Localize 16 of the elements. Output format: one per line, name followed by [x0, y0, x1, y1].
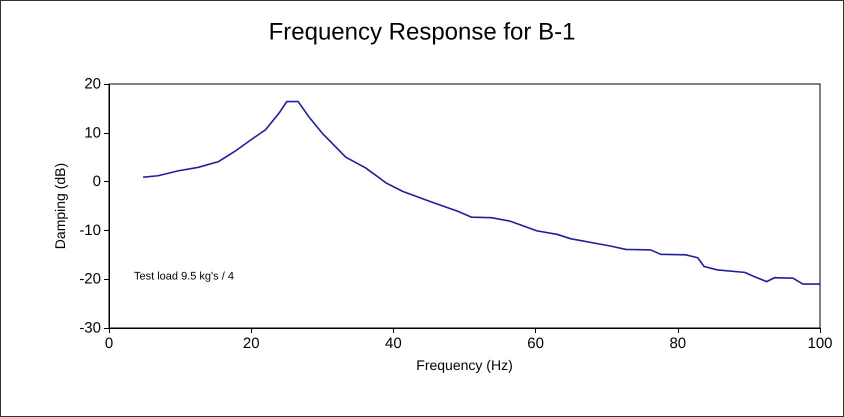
y-tick-label: 20 — [84, 76, 101, 92]
annotation: Test load 9.5 kg's / 4 — [134, 270, 234, 282]
y-tick-label: 10 — [84, 124, 101, 142]
y-tick-label: 0 — [92, 173, 101, 190]
x-tick-label: 20 — [242, 335, 260, 352]
y-tick-label: -10 — [79, 222, 101, 239]
y-tick-label: -20 — [79, 270, 101, 288]
x-tick-label: 80 — [669, 335, 686, 352]
x-axis-title: Frequency (Hz) — [416, 357, 513, 373]
y-tick-label: -30 — [79, 320, 101, 336]
x-tick-label: 100 — [807, 335, 833, 352]
x-tick-label: 60 — [527, 335, 544, 352]
x-tick-label: 0 — [104, 335, 114, 352]
chart-title: Frequency Response for B-1 — [268, 18, 576, 46]
y-axis-title: Damping (dB) — [52, 162, 68, 250]
x-tick-label: 40 — [385, 335, 402, 352]
